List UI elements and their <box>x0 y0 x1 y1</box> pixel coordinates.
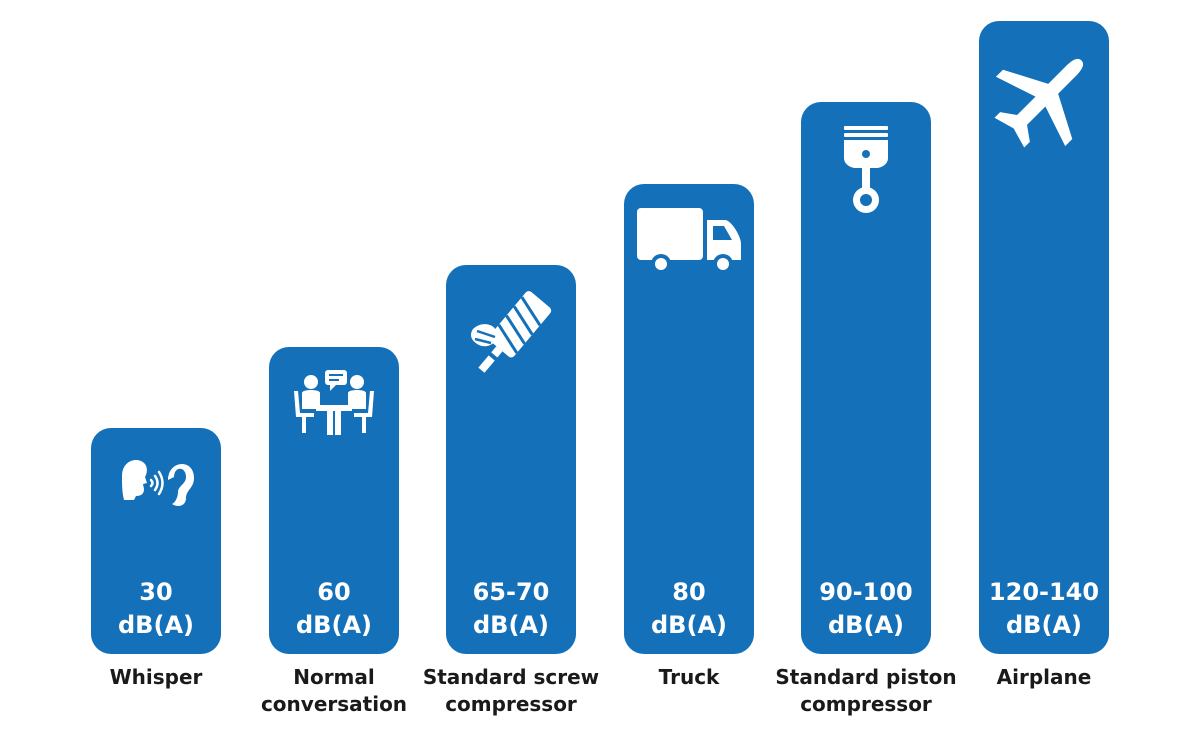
value-unit: dB(A) <box>473 611 549 639</box>
category-label: Standard piston compressor <box>766 664 966 718</box>
value-unit: dB(A) <box>1006 611 1082 639</box>
category-label: Whisper <box>56 664 256 691</box>
bar-value-label: 60 dB(A) <box>269 576 399 642</box>
value-number: 65-70 <box>472 578 550 606</box>
bar-1: 60 dB(A) <box>269 347 399 654</box>
value-unit: dB(A) <box>118 611 194 639</box>
category-label-line1: Truck <box>658 665 720 689</box>
value-unit: dB(A) <box>651 611 727 639</box>
value-number: 90-100 <box>819 578 913 606</box>
category-label: Normal conversation <box>234 664 434 718</box>
category-label-line2: conversation <box>260 692 408 716</box>
category-label: Truck <box>589 664 789 691</box>
bar-value-label: 90-100 dB(A) <box>801 576 931 642</box>
category-label-line2: compressor <box>800 692 932 716</box>
bar-5: 120-140 dB(A) <box>979 21 1109 654</box>
bar-2: 65-70 dB(A) <box>446 265 576 654</box>
bar-0: 30 dB(A) <box>91 428 221 654</box>
category-label: Airplane <box>944 664 1144 691</box>
category-label-line1: Standard piston <box>775 665 957 689</box>
value-unit: dB(A) <box>296 611 372 639</box>
airplane-icon <box>979 43 1109 153</box>
category-label-line1: Whisper <box>109 665 203 689</box>
bar-value-label: 80 dB(A) <box>624 576 754 642</box>
category-label-line1: Airplane <box>996 665 1092 689</box>
bar-4: 90-100 dB(A) <box>801 102 931 654</box>
category-label-line1: Normal <box>293 665 375 689</box>
bar-value-label: 120-140 dB(A) <box>979 576 1109 642</box>
category-label: Standard screw compressor <box>411 664 611 718</box>
screw-rotor-icon <box>446 287 576 383</box>
value-number: 30 <box>139 578 173 606</box>
bar-value-label: 30 dB(A) <box>91 576 221 642</box>
truck-icon <box>624 206 754 278</box>
category-label-line1: Standard screw <box>422 665 600 689</box>
whisper-ear-icon <box>91 450 221 514</box>
value-number: 80 <box>672 578 706 606</box>
conversation-icon <box>269 369 399 439</box>
piston-icon <box>801 124 931 216</box>
bar-3: 80 dB(A) <box>624 184 754 654</box>
value-unit: dB(A) <box>828 611 904 639</box>
category-label-line2: compressor <box>445 692 577 716</box>
value-number: 60 <box>317 578 351 606</box>
bar-value-label: 65-70 dB(A) <box>446 576 576 642</box>
value-number: 120-140 <box>988 578 1100 606</box>
